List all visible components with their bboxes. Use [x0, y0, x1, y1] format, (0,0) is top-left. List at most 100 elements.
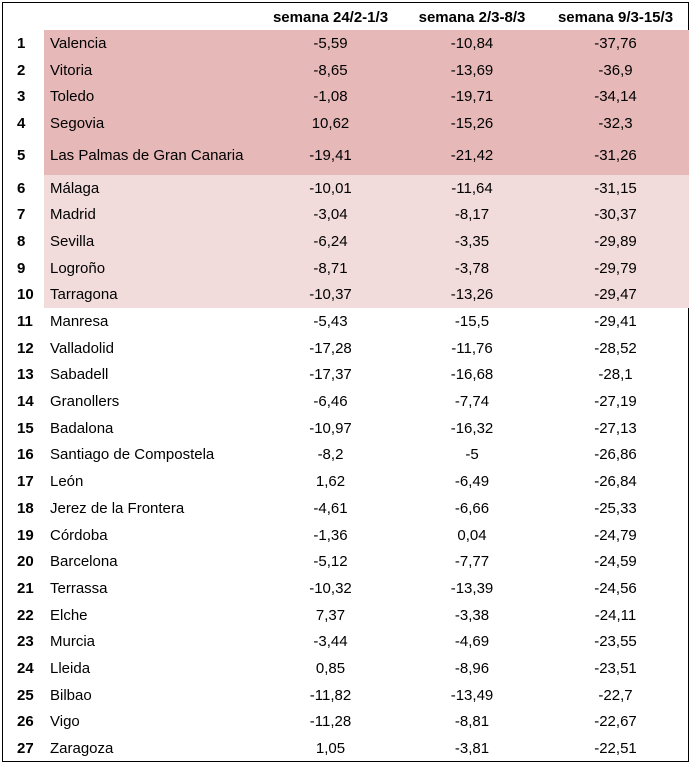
table-row: 23 Murcia -3,44 -4,69 -23,55 [4, 628, 689, 655]
city-cell: Barcelona [50, 553, 118, 571]
city-cell: Tarragona [44, 281, 259, 309]
city-cell: Murcia [50, 633, 96, 651]
rank-cell: 22 [17, 606, 34, 624]
week-2-value: -3,81 [454, 740, 490, 758]
week-3-value: -24,56 [594, 579, 637, 597]
rank-cell: 9 [17, 259, 26, 277]
header-city [44, 4, 259, 30]
week-1-value: 10,62 [259, 110, 402, 137]
rank-cell: 26 [17, 713, 34, 731]
week-1-value: -17,37 [309, 366, 352, 384]
week-1-value: -5,12 [313, 553, 348, 571]
week-2-value: -16,32 [450, 419, 494, 437]
city-cell: Sabadell [50, 366, 109, 384]
city-cell: Valladolid [50, 339, 114, 357]
week-1-value: -5,43 [313, 313, 348, 331]
week-2-value: -7,74 [454, 393, 490, 411]
week-1-value: -10,97 [309, 419, 352, 437]
city-cell: Valencia [44, 30, 259, 57]
week-3-value: -27,13 [594, 419, 637, 437]
table-row: 2 Vitoria -8,65 -13,69 -36,9 [4, 56, 689, 84]
table-row: 21 Terrassa -10,32 -13,39 -24,56 [4, 575, 689, 602]
week-1-value: -10,01 [259, 174, 402, 202]
week-2-value: -8,81 [454, 713, 490, 731]
table-row: 13 Sabadell -17,37 -16,68 -28,1 [4, 362, 689, 389]
week-1-value: -8,65 [259, 56, 402, 84]
week-2-value: -6,49 [454, 473, 490, 491]
week-3-value: -28,1 [598, 366, 633, 384]
rank-cell: 27 [17, 740, 34, 758]
city-cell: Jerez de la Frontera [50, 499, 185, 517]
city-cell: Vigo [50, 713, 80, 731]
week-3-value: -22,7 [598, 686, 633, 704]
week-3-value: -23,51 [594, 659, 637, 677]
week-3-value: -34,14 [542, 83, 689, 111]
week-3-value: -22,67 [594, 713, 637, 731]
week-1-value: 7,37 [315, 606, 346, 624]
rank-cell: 20 [17, 553, 34, 571]
header-week-1: semana 24/2-1/3 [272, 8, 389, 26]
rank-cell: 16 [17, 446, 34, 464]
header-week-2: semana 2/3-8/3 [418, 8, 526, 26]
city-cell: Madrid [44, 201, 259, 229]
city-cell: Terrassa [50, 579, 108, 597]
week-1-value: -6,24 [259, 228, 402, 255]
rank-cell: 18 [17, 499, 34, 517]
city-cell: Badalona [50, 419, 114, 437]
table-row: 20 Barcelona -5,12 -7,77 -24,59 [4, 548, 689, 575]
ranking-table: semana 24/2-1/3 semana 2/3-8/3 semana 9/… [4, 4, 689, 762]
city-cell: León [50, 473, 84, 491]
city-cell: Santiago de Compostela [50, 446, 215, 464]
week-1-value: -8,71 [259, 254, 402, 282]
week-1-value: 1,62 [315, 473, 346, 491]
week-2-value: -15,26 [402, 110, 542, 137]
week-2-value: -11,64 [402, 174, 542, 202]
rank-cell: 24 [17, 659, 34, 677]
week-1-value: -17,28 [309, 339, 352, 357]
week-3-value: -29,41 [594, 313, 637, 331]
week-2-value: -13,69 [402, 56, 542, 84]
week-3-value: -24,11 [594, 606, 637, 624]
week-3-value: -23,55 [594, 633, 637, 651]
rank-cell: 3 [17, 88, 26, 106]
city-cell: Manresa [50, 313, 109, 331]
rank-cell: 17 [17, 473, 34, 491]
week-1-value: -10,37 [259, 281, 402, 309]
week-2-value: -3,38 [454, 606, 490, 624]
week-2-value: -3,78 [402, 254, 542, 282]
week-1-value: -1,36 [313, 526, 348, 544]
week-1-value: -3,04 [259, 201, 402, 229]
week-2-value: -13,26 [402, 281, 542, 309]
week-2-value: -3,35 [402, 228, 542, 255]
week-2-value: -13,49 [450, 686, 494, 704]
week-2-value: -4,69 [454, 633, 490, 651]
city-cell: Málaga [44, 174, 259, 202]
rank-cell: 25 [17, 686, 34, 704]
week-3-value: -27,19 [594, 393, 637, 411]
city-cell: Toledo [44, 83, 259, 111]
rank-cell: 10 [17, 286, 34, 304]
week-2-value: -10,84 [402, 30, 542, 57]
rank-cell: 11 [17, 313, 33, 331]
table-row: 1 Valencia -5,59 -10,84 -37,76 [4, 30, 689, 57]
header-rank [4, 4, 44, 30]
rank-cell: 2 [17, 61, 26, 79]
city-cell: Granollers [50, 393, 120, 411]
table-row: 7 Madrid -3,04 -8,17 -30,37 [4, 201, 689, 229]
table-row: 24 Lleida 0,85 -8,96 -23,51 [4, 655, 689, 682]
table-row: 10 Tarragona -10,37 -13,26 -29,47 [4, 281, 689, 309]
table-row: 22 Elche 7,37 -3,38 -24,11 [4, 602, 689, 629]
table-row: 18 Jerez de la Frontera -4,61 -6,66 -25,33 [4, 495, 689, 522]
city-cell: Las Palmas de Gran Canaria [44, 136, 259, 175]
week-2-value: -7,77 [454, 553, 490, 571]
week-3-value: -28,52 [594, 339, 637, 357]
week-2-value: -8,17 [402, 201, 542, 229]
rank-cell: 13 [17, 366, 34, 384]
city-cell: Segovia [44, 110, 259, 137]
table-row: 8 Sevilla -6,24 -3,35 -29,89 [4, 228, 689, 255]
table-body: 1 Valencia -5,59 -10,84 -37,76 2 Vitoria -8,65-… [4, 30, 689, 762]
city-cell: Zaragoza [50, 740, 114, 758]
city-cell: Elche [50, 606, 88, 624]
week-3-value: -22,51 [594, 740, 637, 758]
